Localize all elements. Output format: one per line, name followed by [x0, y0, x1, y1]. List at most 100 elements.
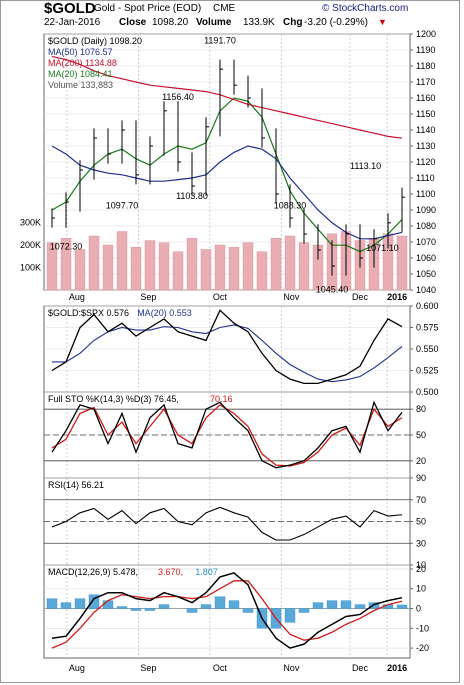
y-tick-label: 1040: [416, 285, 436, 295]
y-tick-label: 0.500: [416, 387, 439, 397]
legend-entry-rsi: RSI(14) 56.21: [48, 480, 104, 490]
volume-bar: [298, 242, 310, 291]
x-tick-label-top: Oct: [213, 292, 228, 302]
x-tick-label-bottom: Aug: [69, 663, 85, 673]
y-tick-label: 1150: [416, 109, 435, 119]
y-tick-label: 30: [416, 538, 426, 548]
y-tick-label: 1050: [416, 269, 436, 279]
legend-entry-macd: 3.670,: [158, 567, 183, 577]
macd-line: [51, 572, 403, 649]
ratio-line: [51, 309, 403, 385]
volume-bar: [144, 240, 156, 291]
legend-entry-stochastic: Full STO %K(14,3) %D(3) 76.45,: [48, 394, 179, 404]
sto-k-line: [51, 400, 403, 469]
macd-histogram-bar: [298, 608, 310, 613]
volume-bar: [270, 238, 282, 291]
x-tick-label-top: 2016: [387, 292, 407, 302]
chart-header: $GOLD Gold - Spot Price (EOD) CME © Stoc…: [0, 0, 464, 32]
x-tick-label-top: Sep: [140, 292, 156, 302]
y-tick-label: 20: [416, 564, 426, 574]
macd-histogram-bar: [116, 606, 128, 609]
ma-line-ma50: [51, 145, 403, 240]
y-tick-label: 1060: [416, 253, 436, 263]
macd-histogram-bar: [284, 608, 296, 623]
macd-histogram-bar: [228, 600, 240, 609]
volume-bar: [242, 242, 254, 291]
macd-histogram-bar: [46, 598, 58, 609]
legend-entry-macd: MACD(12,26,9) 5.478,: [48, 567, 138, 577]
y-tick-label: 1090: [416, 205, 436, 215]
symbol-description: Gold - Spot Price (EOD): [94, 3, 202, 14]
x-tick-label-bottom: Dec: [352, 663, 369, 673]
y-tick-label: -10: [416, 623, 429, 633]
volume-bar: [284, 235, 296, 291]
volume-bar: [214, 244, 226, 291]
macd-histogram-bar: [396, 604, 408, 609]
x-tick-label-bottom: 2016: [387, 663, 407, 673]
legend-entry-price: MA(20) 1084.41: [48, 69, 113, 79]
volume-bar: [60, 238, 72, 291]
volume-bar: [396, 235, 408, 291]
y-tick-label: 10: [416, 584, 426, 594]
volume-tick-label: 300K: [20, 218, 41, 228]
volume-label: Volume: [196, 17, 232, 28]
y-tick-label: 70: [416, 495, 426, 505]
chg-value: -3.20 (-0.29%): [304, 17, 368, 28]
price-annotation: 1103.80: [176, 191, 208, 201]
macd-histogram-bar: [354, 604, 366, 609]
legend-entry-price: MA(200) 1134.88: [48, 58, 117, 68]
macd-histogram-bar: [158, 604, 170, 609]
macd-histogram-bar: [144, 608, 156, 611]
volume-value: 133.9K: [243, 17, 275, 28]
macd-histogram-bar: [326, 600, 338, 609]
volume-bar: [256, 251, 268, 291]
y-tick-label: 90: [416, 473, 426, 483]
down-arrow-icon: ▼: [378, 17, 387, 27]
panel-frame-macd: [43, 564, 411, 659]
y-tick-label: 0.525: [416, 366, 439, 376]
macd-histogram-bar: [60, 602, 72, 609]
macd-histogram-bar: [368, 602, 380, 609]
volume-bar: [130, 247, 142, 291]
macd-histogram-bar: [214, 596, 226, 609]
y-tick-label: 1130: [416, 141, 435, 151]
x-tick-label-top: Nov: [283, 292, 300, 302]
price-annotation: 1088.30: [274, 201, 307, 211]
volume-bar: [116, 231, 128, 291]
macd-histogram-bar: [130, 608, 142, 611]
volume-bar: [102, 244, 114, 291]
price-annotation: 1097.70: [106, 201, 139, 211]
macd-signal-line: [51, 580, 403, 649]
y-tick-label: 80: [416, 404, 426, 414]
y-tick-label: 20: [416, 456, 426, 466]
volume-tick-label: 200K: [20, 240, 41, 250]
macd-histogram-bar: [242, 608, 254, 613]
y-tick-label: 50: [416, 517, 426, 527]
ma-line-ma200: [51, 55, 403, 139]
macd-histogram-bar: [74, 598, 86, 609]
volume-bar: [74, 249, 86, 291]
rsi-line: [51, 506, 403, 541]
volume-bar: [172, 251, 184, 291]
volume-bar: [186, 238, 198, 291]
y-tick-label: 0.600: [416, 301, 439, 311]
x-tick-label-bottom: Nov: [283, 663, 300, 673]
macd-histogram-bar: [340, 600, 352, 609]
y-tick-label: 0.575: [416, 323, 439, 333]
chg-label: Chg: [283, 17, 303, 28]
ma-line-ma20: [51, 97, 403, 253]
macd-histogram-bar: [102, 600, 114, 609]
x-tick-label-bottom: Oct: [213, 663, 228, 673]
y-tick-label: 50: [416, 430, 426, 440]
volume-bar: [200, 249, 212, 291]
volume-tick-label: 100K: [20, 263, 41, 273]
y-tick-label: 1110: [416, 173, 435, 183]
macd-histogram-bar: [312, 602, 324, 609]
legend-entry-price: $GOLD (Daily) 1098.20: [48, 36, 142, 46]
y-tick-label: 0: [416, 604, 421, 614]
legend-entry-price: Volume 133,883: [48, 80, 113, 90]
y-tick-label: 1120: [416, 157, 435, 167]
legend-entry-macd: 1.807: [195, 567, 218, 577]
volume-bar: [228, 247, 240, 291]
